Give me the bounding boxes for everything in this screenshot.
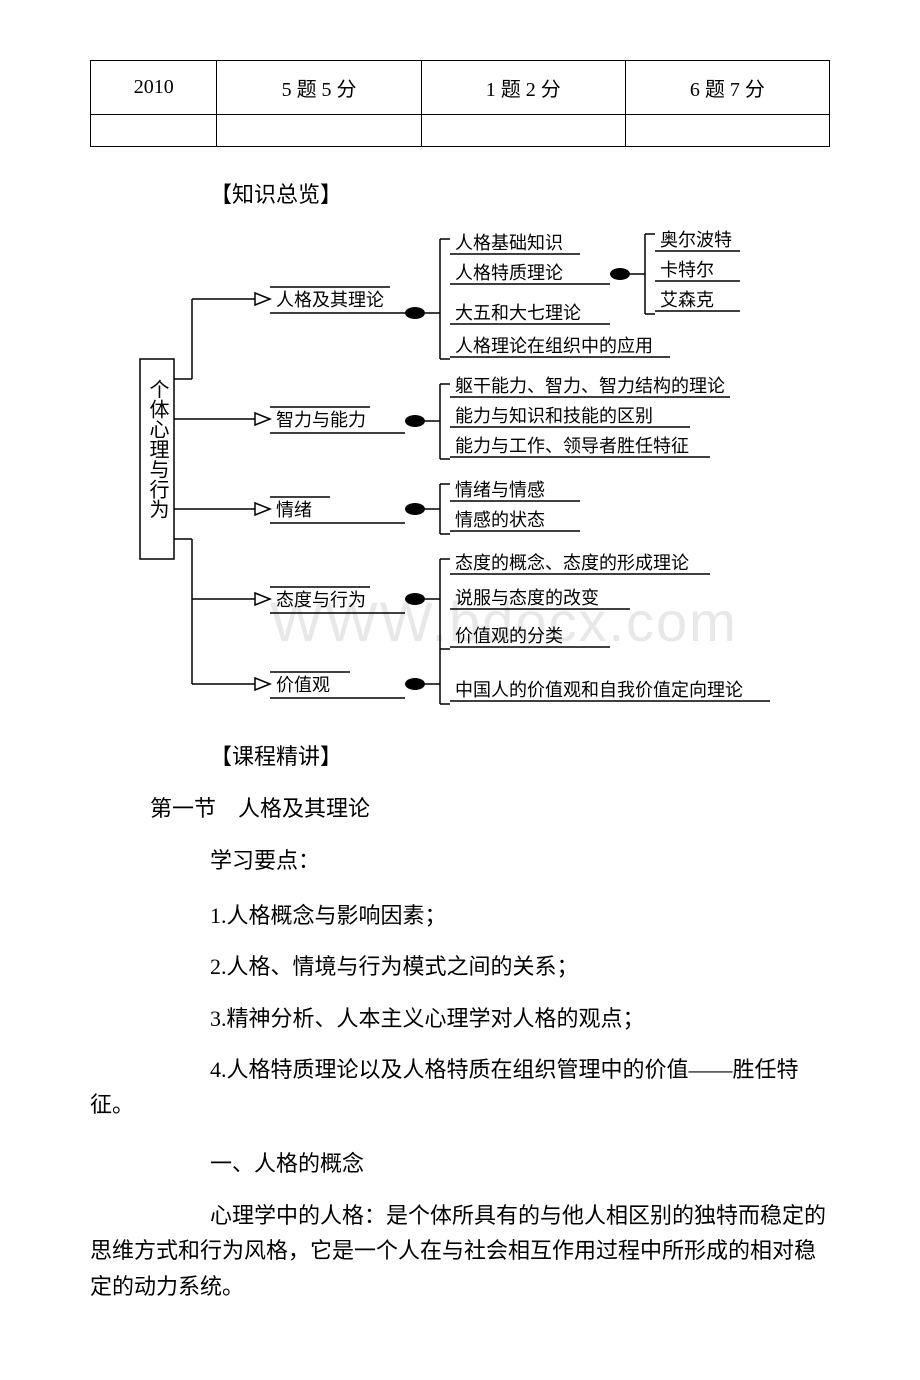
branch-label: 情绪 [276,500,312,520]
table-cell [421,115,625,147]
overview-header: 【知识总览】 [210,177,830,209]
leaf-label: 能力与工作、领导者胜任特征 [455,436,689,456]
table-row: 2010 5 题 5 分 1 题 2 分 6 题 7 分 [91,61,830,115]
branch-label: 态度与行为 [276,590,366,610]
leaf-label: 态度的概念、态度的形成理论 [455,552,689,573]
table-cell [217,115,421,147]
arrow-icon [174,503,270,515]
lecture-header: 【课程精讲】 [210,739,830,771]
learn-points-label: 学习要点： [210,843,830,878]
section-title: 第一节 人格及其理论 [150,791,830,823]
arrow-icon [174,413,270,425]
leaf-label: 人格特质理论 [455,263,563,283]
table-cell: 5 题 5 分 [217,61,421,115]
score-table: 2010 5 题 5 分 1 题 2 分 6 题 7 分 [90,60,830,147]
leaf-label: 说服与态度的改变 [455,588,599,608]
table-cell [91,115,217,147]
point-item: 2.人格、情境与行为模式之间的关系； [210,949,830,984]
diagram-svg: 个体心理与行为 [130,229,870,719]
point-item: 3.精神分析、人本主义心理学对人格的观点； [210,1001,830,1036]
branch-label: 智力与能力 [276,410,366,430]
root-label: 个体心理与行为 [146,379,169,519]
table-cell: 1 题 2 分 [421,61,625,115]
leaf-label: 人格理论在组织中的应用 [455,336,653,356]
leaf-label: 能力与知识和技能的区别 [455,406,653,426]
knowledge-diagram: WWW.bdocx.com 个体心理与行为 [130,229,830,719]
leaf-label: 躯干能力、智力、智力结构的理论 [455,376,725,396]
sub-heading: 一、人格的概念 [210,1146,830,1178]
point-item: 4.人格特质理论以及人格特质在组织管理中的价值——胜任特征。 [90,1052,830,1122]
leaf-label: 情感的状态 [455,510,545,530]
leaf-label: 人格基础知识 [455,233,563,253]
leaf-label: 价值观的分类 [455,626,563,646]
table-cell: 6 题 7 分 [625,61,829,115]
point-item: 1.人格概念与影响因素； [210,898,830,933]
table-row [91,115,830,147]
table-cell [625,115,829,147]
branch-label: 价值观 [276,675,330,695]
leaf-label: 卡特尔 [660,260,714,280]
leaf-label: 大五和大七理论 [455,303,581,323]
branch-label: 人格及其理论 [276,290,384,310]
paragraph: 心理学中的人格：是个体所具有的与他人相区别的独特而稳定的思维方式和行为风格，它是… [90,1198,830,1304]
arrow-icon [192,599,270,690]
leaf-label: 情绪与情感 [455,480,545,500]
leaf-label: 奥尔波特 [660,230,732,250]
arrow-icon [174,293,270,379]
leaf-label: 中国人的价值观和自我价值定向理论 [455,680,743,700]
arrow-icon [174,539,270,605]
table-cell: 2010 [91,61,217,115]
leaf-label: 艾森克 [660,290,714,310]
